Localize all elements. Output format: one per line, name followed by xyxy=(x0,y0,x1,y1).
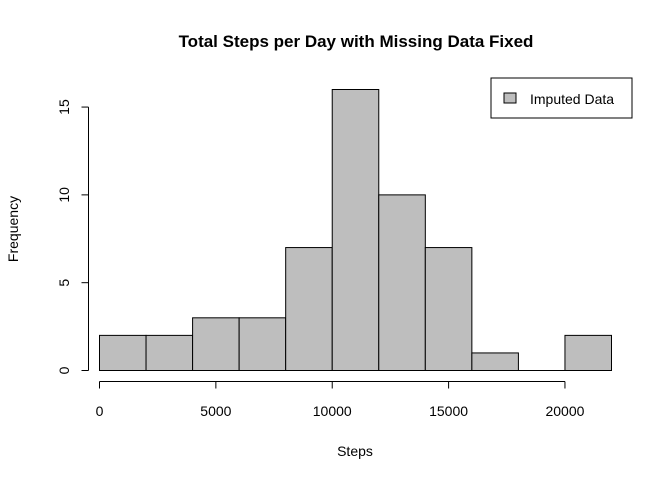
legend-swatch-imputed-data xyxy=(503,92,517,104)
histogram-bar-6 xyxy=(378,194,426,371)
legend: Imputed Data xyxy=(490,77,633,119)
bars-group xyxy=(99,89,612,371)
y-tick-label-5: 5 xyxy=(56,279,72,287)
x-axis-label: Steps xyxy=(337,443,373,459)
legend-label-imputed-data: Imputed Data xyxy=(530,91,614,107)
x-tick-label-10000: 10000 xyxy=(313,403,352,419)
x-tick-label-0: 0 xyxy=(96,403,104,419)
x-tick-label-15000: 15000 xyxy=(429,403,468,419)
histogram-bar-4 xyxy=(285,247,333,371)
x-tick-label-5000: 5000 xyxy=(200,403,231,419)
y-axis: 0 5 10 15 xyxy=(56,99,89,374)
x-axis: 0 5000 10000 15000 20000 xyxy=(96,381,585,419)
histogram-bar-1 xyxy=(145,334,194,371)
y-tick-label-0: 0 xyxy=(56,366,72,374)
histogram-bar-2 xyxy=(192,317,240,371)
y-tick-label-10: 10 xyxy=(56,187,72,203)
histogram-bar-5 xyxy=(331,89,380,371)
y-axis-label: Frequency xyxy=(5,196,21,262)
chart-title: Total Steps per Day with Missing Data Fi… xyxy=(179,32,534,51)
histogram-bar-10 xyxy=(564,334,612,371)
y-tick-label-15: 15 xyxy=(56,99,72,115)
histogram-bar-3 xyxy=(238,317,287,371)
x-tick-label-20000: 20000 xyxy=(545,403,584,419)
histogram-bar-7 xyxy=(424,247,473,371)
histogram-bar-8 xyxy=(471,352,519,371)
histogram-bar-0 xyxy=(99,334,147,371)
